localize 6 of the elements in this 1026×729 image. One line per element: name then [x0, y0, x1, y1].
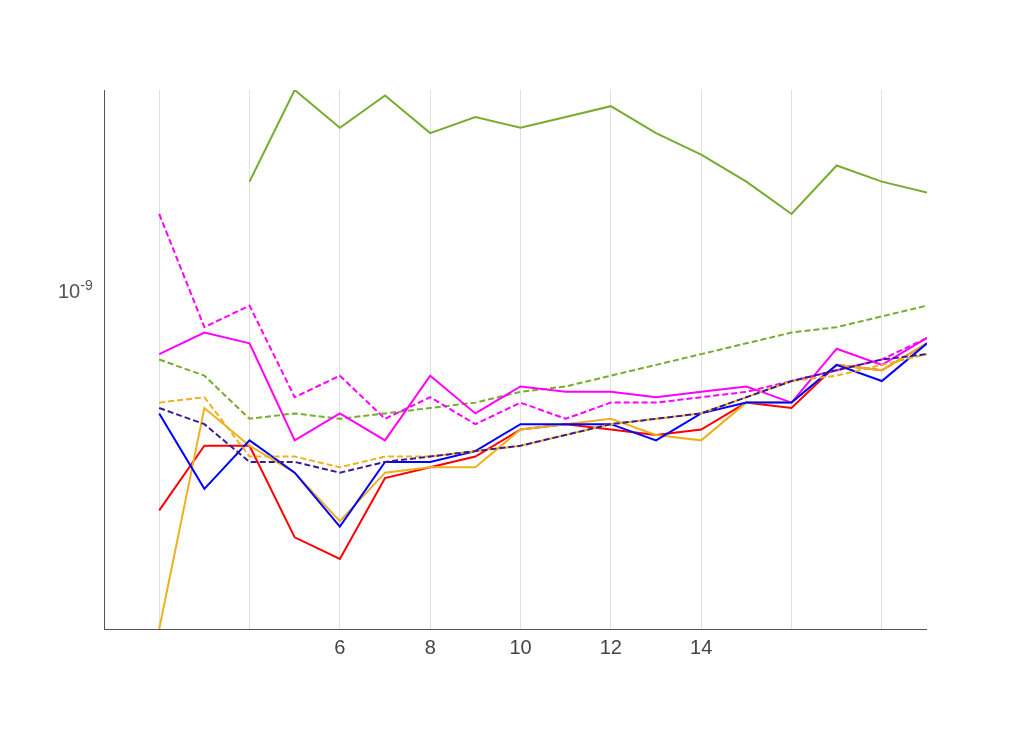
x-tick-label: 12 [599, 636, 622, 658]
x-tick-label: 14 [690, 636, 713, 658]
x-tick-label: 10 [509, 636, 532, 658]
x-tick-label: 8 [424, 636, 436, 658]
text: 10$^{-9}$ [58, 277, 93, 303]
x-tick-label: 6 [334, 636, 346, 658]
